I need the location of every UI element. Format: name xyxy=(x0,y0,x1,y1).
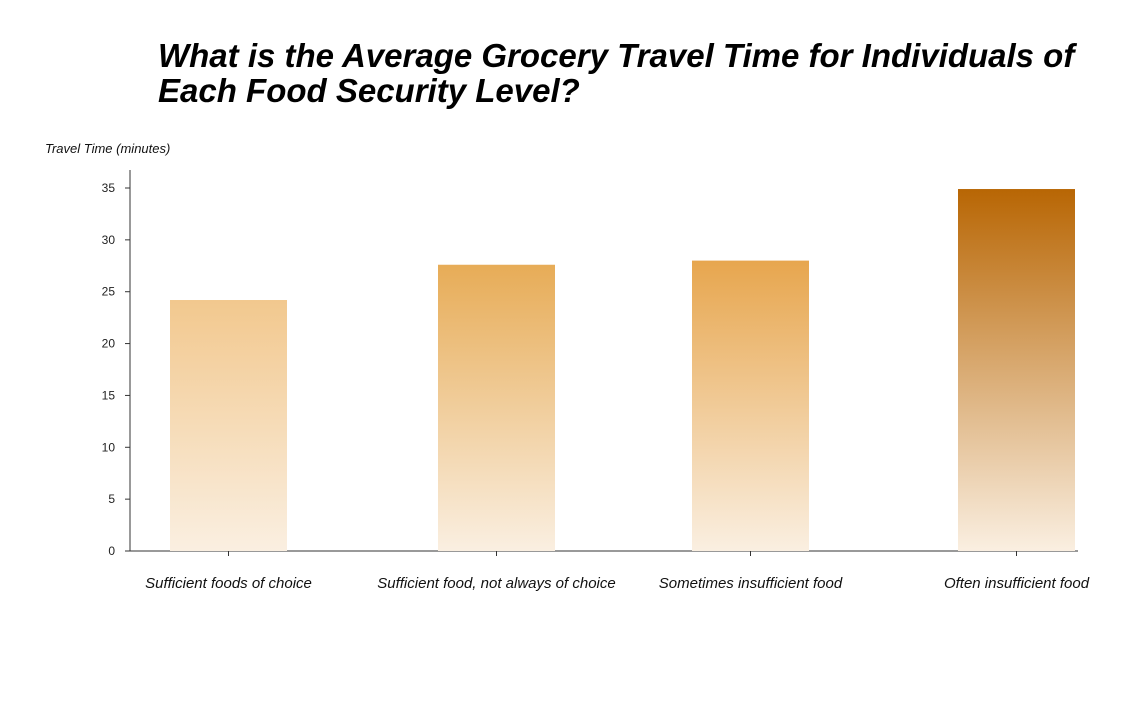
y-tick-label: 35 xyxy=(102,181,116,195)
bar-2 xyxy=(438,264,555,551)
x-category-label: Often insufficient food xyxy=(944,575,1090,592)
y-tick-label: 5 xyxy=(108,492,115,506)
y-tick-label: 25 xyxy=(102,285,116,299)
y-tick-label: 30 xyxy=(102,233,116,247)
bar-3 xyxy=(692,260,809,551)
x-category-label: Sufficient foods of choice xyxy=(145,575,312,592)
x-category-label: Sufficient food, not always of choice xyxy=(377,575,615,592)
x-category-label: Sometimes insufficient food xyxy=(659,575,843,592)
y-tick-label: 15 xyxy=(102,388,116,402)
y-axis-label: Travel Time (minutes) xyxy=(45,141,170,156)
bars xyxy=(170,189,1075,551)
y-tick-label: 10 xyxy=(102,440,116,454)
bar-1 xyxy=(170,300,287,551)
y-tick-label: 20 xyxy=(102,337,116,351)
bar-4 xyxy=(958,189,1075,551)
y-ticks: 0 5 10 15 20 25 30 35 xyxy=(102,181,130,558)
x-categories: Sufficient foods of choice Sufficient foo… xyxy=(145,551,1090,592)
y-tick-label: 0 xyxy=(108,544,115,558)
chart-title: What is the Average Grocery Travel Time … xyxy=(158,37,1075,109)
